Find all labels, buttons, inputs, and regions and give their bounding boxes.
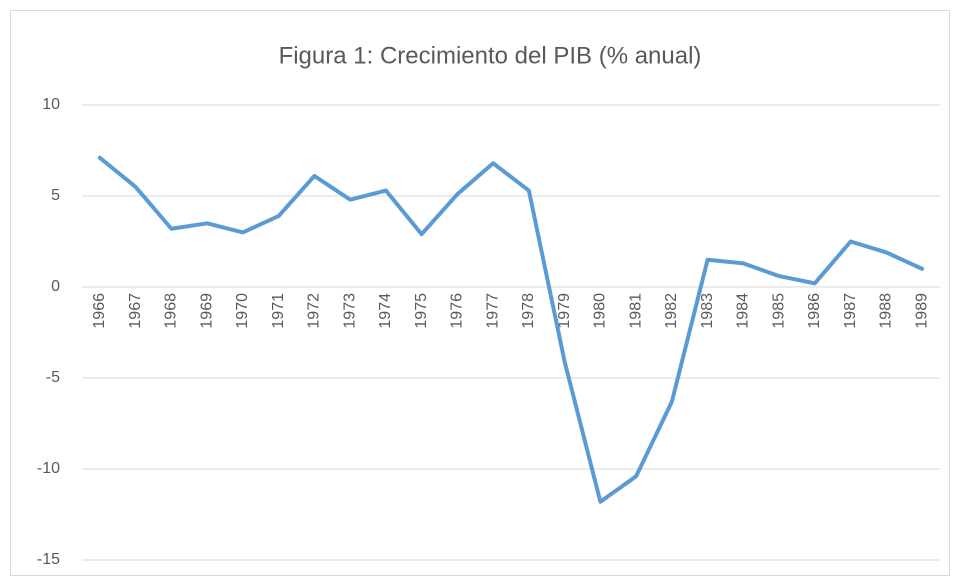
y-tick-label: 5 <box>51 187 60 204</box>
x-tick-label: 1987 <box>842 293 859 329</box>
x-tick-label: 1968 <box>163 293 180 329</box>
y-tick-label: -5 <box>46 369 60 386</box>
x-tick-label: 1976 <box>449 293 466 329</box>
x-tick-label: 1989 <box>913 293 930 329</box>
y-tick-label: -15 <box>37 551 60 568</box>
x-tick-label: 1986 <box>806 293 823 329</box>
y-tick-label: -10 <box>37 460 60 477</box>
x-tick-label: 1966 <box>91 293 108 329</box>
x-tick-label: 1985 <box>770 293 787 329</box>
x-tick-label: 1983 <box>699 293 716 329</box>
x-tick-label: 1980 <box>592 293 609 329</box>
x-tick-label: 1981 <box>627 293 644 329</box>
x-tick-label: 1979 <box>556 293 573 329</box>
x-tick-label: 1975 <box>413 293 430 329</box>
x-tick-label: 1978 <box>520 293 537 329</box>
x-tick-label: 1972 <box>306 293 323 329</box>
x-tick-label: 1970 <box>234 293 251 329</box>
y-tick-label: 0 <box>51 278 60 295</box>
chart-frame <box>10 10 950 576</box>
x-tick-label: 1984 <box>735 293 752 329</box>
data-line <box>97 155 925 504</box>
y-tick-label: 10 <box>42 96 60 113</box>
x-tick-label: 1971 <box>270 293 287 329</box>
chart-title: Figura 1: Crecimiento del PIB (% anual) <box>279 42 702 69</box>
x-tick-label: 1967 <box>127 293 144 329</box>
x-tick-label: 1969 <box>198 293 215 329</box>
x-tick-label: 1974 <box>377 293 394 329</box>
x-tick-label: 1973 <box>341 293 358 329</box>
x-tick-label: 1977 <box>484 293 501 329</box>
x-tick-label: 1982 <box>663 293 680 329</box>
x-tick-label: 1988 <box>878 293 895 329</box>
